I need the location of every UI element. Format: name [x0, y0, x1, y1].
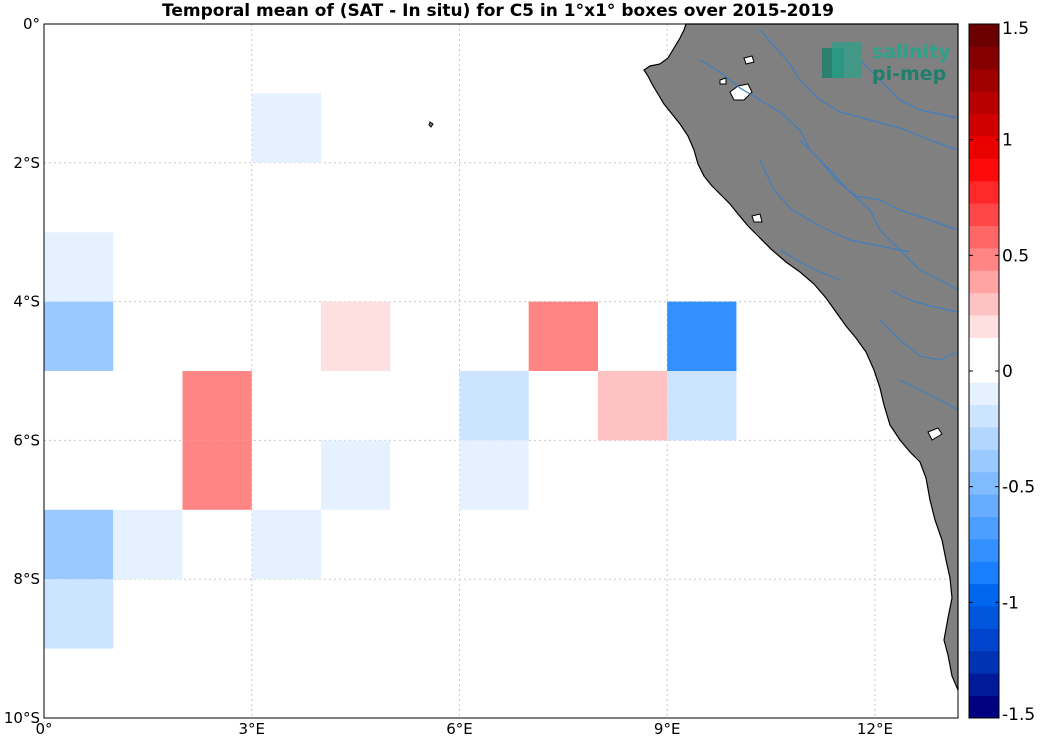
- y-tick-label: 8°S: [13, 570, 40, 588]
- colorbar-segment: [969, 91, 999, 115]
- river-line: [699, 59, 959, 291]
- colorbar-segment: [969, 225, 999, 249]
- colorbar-segment: [969, 359, 999, 383]
- data-cell: [251, 93, 321, 163]
- x-tick-label: 3°E: [238, 720, 265, 738]
- data-cell: [528, 301, 598, 371]
- x-axis-ticks: 0° 3°E 6°E 9°E 12°E: [35, 720, 892, 738]
- data-cell: [182, 371, 252, 441]
- colorbar-segment: [969, 583, 999, 607]
- colorbar-segment: [969, 68, 999, 92]
- colorbar-segment: [969, 538, 999, 562]
- data-cells: [44, 93, 737, 649]
- colorbar-tick-label: -1: [1002, 593, 1019, 613]
- lake-shape: [927, 427, 943, 441]
- data-cell: [597, 371, 668, 441]
- colorbar-segment: [969, 516, 999, 540]
- colorbar-segment: [969, 404, 999, 428]
- data-cell: [667, 301, 737, 371]
- river-line: [879, 319, 959, 361]
- colorbar-segment: [969, 561, 999, 585]
- data-cell: [320, 440, 391, 510]
- river-line: [759, 29, 959, 151]
- y-tick-label: 10°S: [4, 709, 40, 727]
- colorbar-segment: [969, 606, 999, 629]
- colorbar-segment: [969, 247, 999, 271]
- salinity-pi-mep-logo: salinity pi-mep: [822, 41, 951, 85]
- lake-shape: [719, 77, 727, 85]
- data-cell: [251, 509, 321, 580]
- colorbar-tick-label: 1: [1002, 131, 1013, 151]
- data-cell: [44, 301, 114, 371]
- map-frame: [43, 23, 959, 719]
- colorbar-segment: [969, 180, 999, 204]
- river-line: [889, 289, 959, 313]
- colorbar-segment: [969, 135, 999, 159]
- colorbar-segment: [969, 24, 999, 47]
- rivers: [699, 29, 959, 411]
- x-tick-label: 0°: [35, 720, 52, 738]
- colorbar-segment: [969, 695, 999, 719]
- colorbar-segment: [969, 203, 999, 226]
- river-line: [779, 249, 841, 281]
- colorbar-segment: [969, 471, 999, 495]
- colorbar-tick-label: -1.5: [1002, 705, 1035, 725]
- data-cell: [44, 579, 114, 649]
- land-mass: [428, 23, 959, 691]
- river-line: [759, 159, 911, 253]
- colorbar: 1.5 1 0.5 0 -0.5 -1 -1.5: [968, 19, 1035, 725]
- data-cell: [44, 509, 114, 580]
- data-cell: [459, 440, 529, 510]
- colorbar-segment: [969, 494, 999, 518]
- island-shape: [428, 121, 434, 128]
- colorbar-segment: [969, 426, 999, 450]
- lake-shape: [743, 55, 755, 65]
- logo-mark-icon: [832, 42, 862, 78]
- x-tick-label: 6°E: [446, 720, 473, 738]
- map-title: Temporal mean of (SAT - In situ) for C5 …: [162, 1, 834, 21]
- colorbar-tick-label: 0.5: [1002, 246, 1029, 266]
- logo-line2: pi-mep: [872, 63, 946, 85]
- data-cell: [320, 301, 391, 371]
- x-tick-label: 9°E: [654, 720, 681, 738]
- river-line: [859, 59, 959, 119]
- colorbar-tick-label: 1.5: [1002, 19, 1029, 39]
- colorbar-segment: [969, 46, 999, 70]
- y-tick-label: 4°S: [13, 293, 40, 311]
- x-tick-label: 12°E: [857, 720, 893, 738]
- y-tick-label: 6°S: [13, 431, 40, 449]
- colorbar-segment: [969, 292, 999, 316]
- colorbar-segment: [969, 628, 999, 652]
- y-axis-ticks: 0° 2°S 4°S 6°S 8°S 10°S: [4, 15, 40, 727]
- colorbar-segment: [969, 315, 999, 338]
- river-line: [899, 379, 959, 411]
- data-cell: [44, 232, 114, 302]
- y-tick-label: 2°S: [13, 154, 40, 172]
- colorbar-segment: [969, 650, 999, 674]
- colorbar-segment: [969, 270, 999, 294]
- data-cell: [459, 371, 529, 441]
- colorbar-tick-label: 0: [1002, 362, 1013, 382]
- colorbar-tick-label: -0.5: [1002, 478, 1035, 498]
- logo-line1: salinity: [872, 41, 951, 63]
- y-tick-label: 0°: [23, 15, 40, 33]
- data-cell: [667, 371, 737, 441]
- river-line: [799, 139, 959, 231]
- colorbar-segment: [969, 337, 999, 361]
- lake-shape: [751, 213, 763, 223]
- colorbar-segment: [969, 382, 999, 406]
- colorbar-segment: [969, 158, 999, 182]
- data-cell: [182, 440, 252, 510]
- colorbar-segment: [969, 113, 999, 137]
- colorbar-segment: [969, 449, 999, 473]
- data-cell: [113, 509, 183, 580]
- land-shape: [643, 23, 959, 691]
- colorbar-segment: [969, 673, 999, 697]
